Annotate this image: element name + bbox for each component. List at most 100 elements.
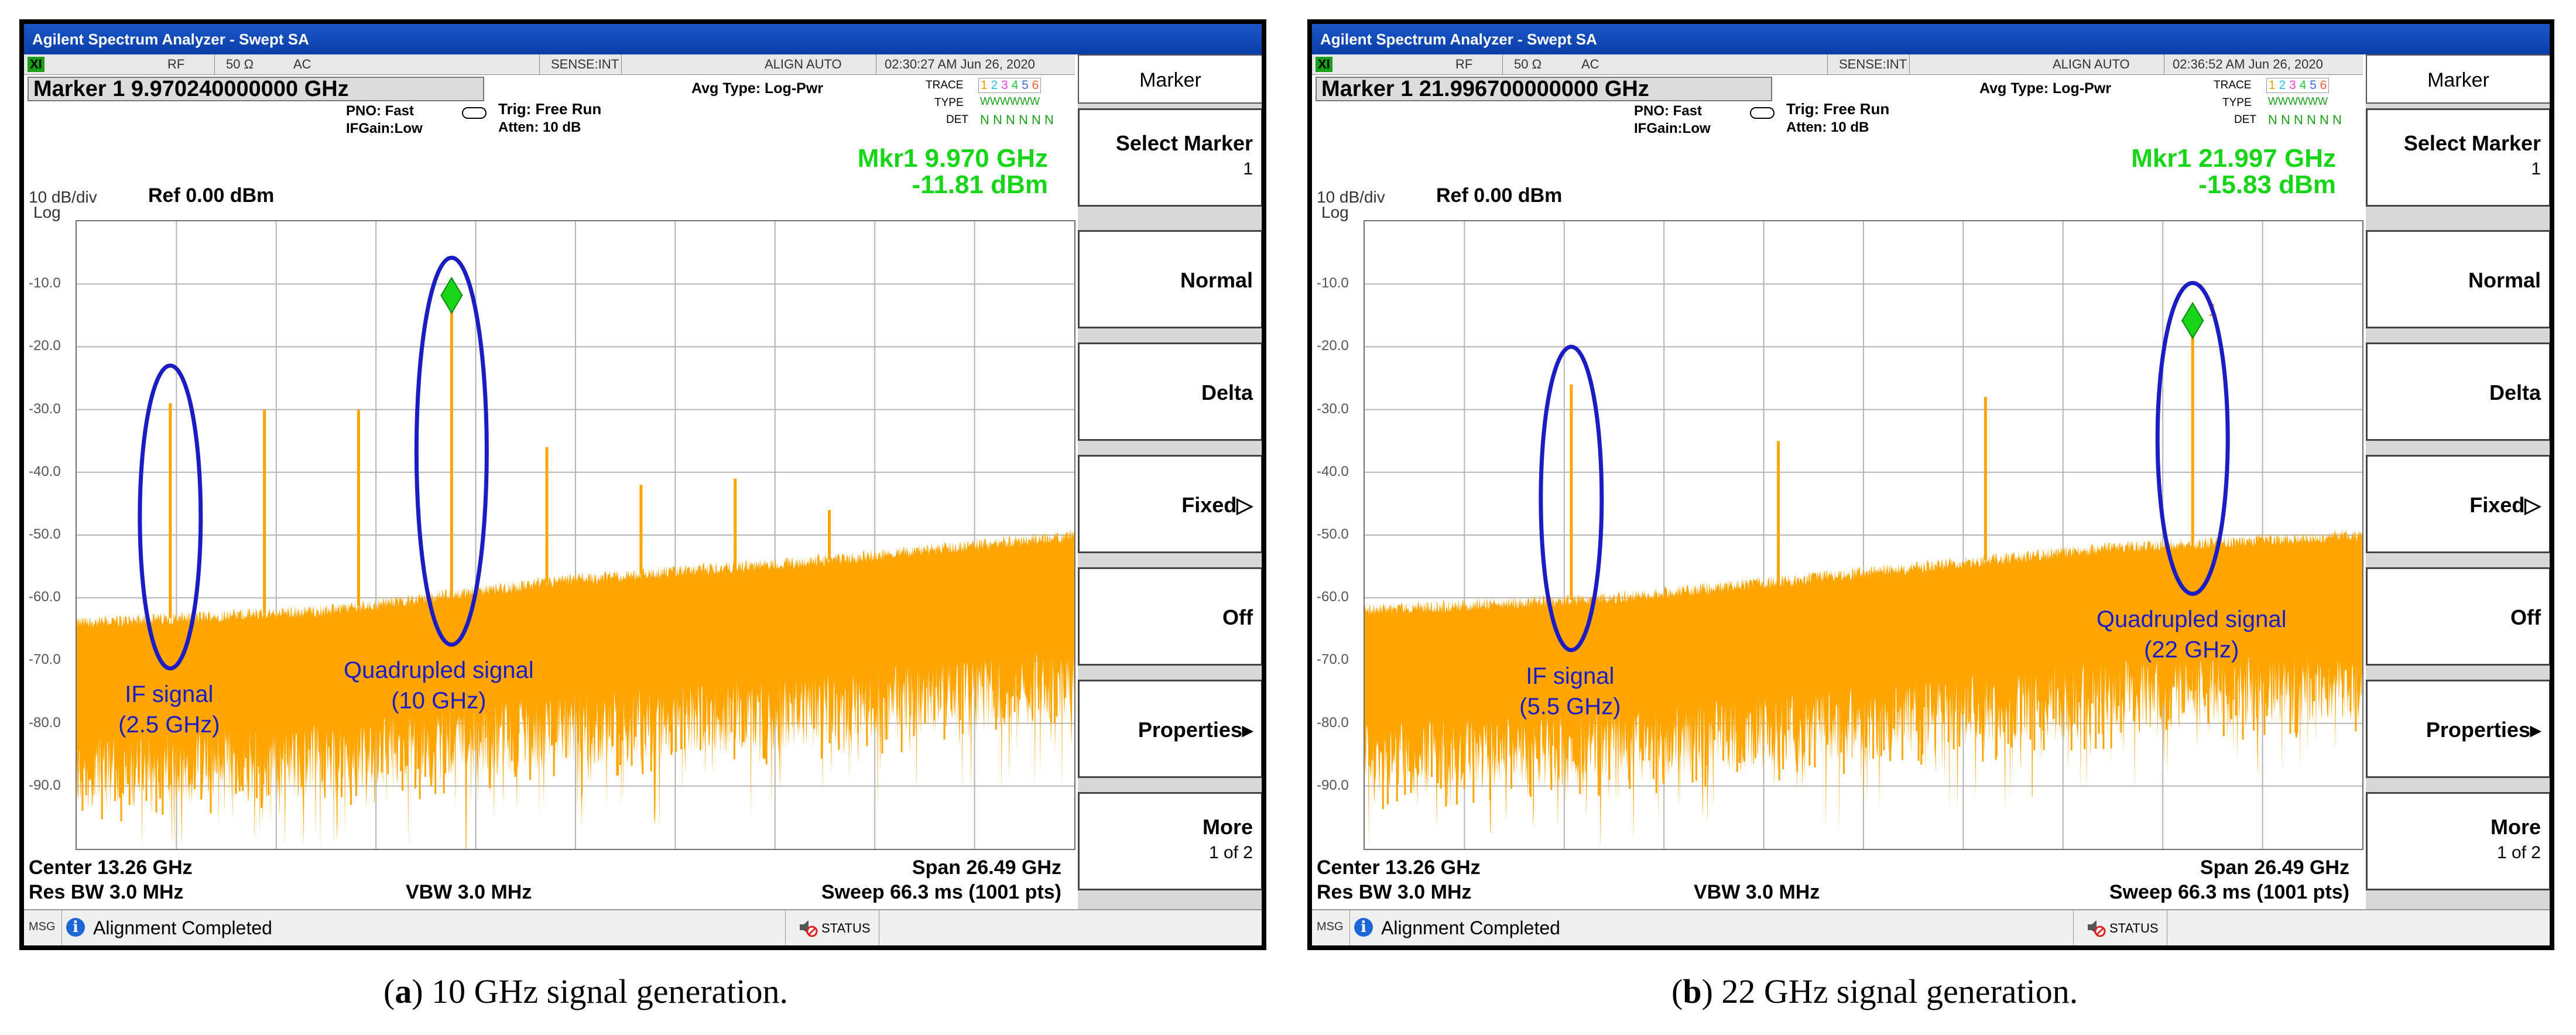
scale-div-label: 10 dB/div bbox=[1317, 188, 1385, 206]
quadrupled-signal-annotation: Quadrupled signal (22 GHz) bbox=[2074, 604, 2308, 665]
marker-frequency-field[interactable]: Marker 1 9.970240000000 GHz bbox=[28, 77, 484, 101]
if-signal-annotation: IF signal (5.5 GHz) bbox=[1453, 661, 1687, 722]
sense-label: SENSE:INT bbox=[1839, 57, 1907, 71]
pno-toggle-icon bbox=[462, 107, 487, 119]
marker-diamond-icon[interactable] bbox=[440, 276, 463, 314]
softkey-label: Delta bbox=[2489, 381, 2541, 405]
type-label: TYPE bbox=[2222, 97, 2252, 109]
datetime-label: 02:30:27 AM Jun 26, 2020 bbox=[885, 57, 1035, 71]
y-tick-label: -40.0 bbox=[1317, 463, 1349, 479]
noise-floor-area bbox=[77, 529, 1074, 849]
y-tick-label: -20.0 bbox=[29, 338, 61, 354]
impedance-label: 50 Ω bbox=[1514, 57, 1542, 71]
sweep-label: Sweep 66.3 ms (1001 pts) bbox=[2109, 881, 2349, 903]
y-tick-label: -80.0 bbox=[29, 714, 61, 731]
softkey-normal[interactable]: Normal bbox=[1078, 230, 1262, 328]
center-freq-label: Center 13.26 GHz bbox=[29, 856, 193, 879]
softkey-select-marker[interactable]: Select Marker 1 bbox=[2366, 108, 2550, 207]
marker-frequency-field[interactable]: Marker 1 21.996700000000 GHz bbox=[1316, 77, 1772, 101]
softkey-label: Fixed▷ bbox=[2469, 493, 2541, 517]
annotation-line2: (5.5 GHz) bbox=[1519, 693, 1621, 719]
y-tick-label: -20.0 bbox=[1317, 338, 1349, 354]
det-values: N N N N N N bbox=[980, 112, 1054, 127]
y-tick-label: -60.0 bbox=[29, 589, 61, 605]
align-label: ALIGN AUTO bbox=[2053, 57, 2130, 71]
log-label: Log bbox=[1321, 203, 1349, 221]
spectrum-plot[interactable] bbox=[76, 220, 1075, 850]
softkey-off[interactable]: Off bbox=[2366, 567, 2550, 666]
ref-level-label: Ref 0.00 dBm bbox=[148, 184, 275, 207]
trig-label: Trig: Free Run bbox=[498, 100, 602, 118]
pno-label: PNO: Fast bbox=[346, 103, 415, 119]
quadrupled-signal-annotation: Quadrupled signal (10 GHz) bbox=[321, 655, 556, 716]
softkey-sublabel: 1 bbox=[2531, 159, 2541, 179]
figure-caption: (b) 22 GHz signal generation. bbox=[1671, 972, 2078, 1010]
status-text: STATUS bbox=[821, 921, 871, 935]
info-icon: i bbox=[1354, 918, 1373, 937]
type-label: TYPE bbox=[934, 97, 964, 109]
caption-text: 22 GHz signal generation. bbox=[1712, 972, 2078, 1010]
pno-label: PNO: Fast bbox=[1634, 103, 1703, 119]
speaker-muted-icon[interactable] bbox=[2086, 917, 2106, 937]
coupling-label: AC bbox=[293, 57, 311, 71]
spectrum-plot[interactable]: 1 bbox=[1364, 220, 2363, 850]
rf-label: RF bbox=[167, 57, 185, 71]
y-tick-label: -70.0 bbox=[29, 652, 61, 668]
info-icon: i bbox=[66, 918, 85, 937]
softkey-label: More bbox=[2490, 815, 2541, 839]
annotation-line2: (22 GHz) bbox=[2144, 637, 2239, 663]
caption-text: 10 GHz signal generation. bbox=[423, 972, 788, 1010]
softkey-off[interactable]: Off bbox=[1078, 567, 1262, 666]
datetime-label: 02:36:52 AM Jun 26, 2020 bbox=[2173, 57, 2323, 71]
softkey-fixed[interactable]: Fixed▷ bbox=[1078, 455, 1262, 553]
message-bar: MSG i Alignment Completed STATUS bbox=[24, 909, 1262, 945]
xi-badge: XI bbox=[1316, 57, 1332, 72]
scale-div-label: 10 dB/div bbox=[29, 188, 97, 206]
status-line: XI RF 50 Ω AC SENSE:INT ALIGN AUTO 02:36… bbox=[1312, 54, 2363, 75]
message-text: Alignment Completed bbox=[93, 917, 272, 938]
xi-badge: XI bbox=[28, 57, 44, 72]
speaker-muted-icon[interactable] bbox=[798, 917, 818, 937]
softkey-label: Properties▸ bbox=[1138, 718, 1253, 742]
softkey-fixed[interactable]: Fixed▷ bbox=[2366, 455, 2550, 553]
det-values: N N N N N N bbox=[2268, 112, 2342, 127]
status-line: XI RF 50 Ω AC SENSE:INT ALIGN AUTO 02:30… bbox=[24, 54, 1075, 75]
softkey-properties[interactable]: Properties▸ bbox=[1078, 680, 1262, 778]
sense-label: SENSE:INT bbox=[551, 57, 619, 71]
softkey-more[interactable]: More 1 of 2 bbox=[1078, 792, 1262, 890]
marker-diamond-icon[interactable] bbox=[2181, 301, 2204, 340]
caption-letter: a bbox=[395, 972, 412, 1010]
softkey-menu: Marker Select Marker 1 Normal Delta Fixed▷ Of… bbox=[1078, 54, 1262, 909]
softkey-normal[interactable]: Normal bbox=[2366, 230, 2550, 328]
type-values: WWWWWW bbox=[2268, 95, 2328, 107]
atten-label: Atten: 10 dB bbox=[1786, 119, 1869, 135]
softkey-label: Select Marker bbox=[1115, 131, 1253, 155]
trace-label: TRACE bbox=[926, 79, 964, 91]
y-tick-label: -90.0 bbox=[1317, 777, 1349, 793]
softkey-delta[interactable]: Delta bbox=[2366, 342, 2550, 441]
softkey-label: Delta bbox=[1201, 381, 1253, 405]
msg-label: MSG bbox=[29, 920, 56, 933]
annotation-line1: Quadrupled signal bbox=[2096, 606, 2287, 633]
y-tick-label: -60.0 bbox=[1317, 589, 1349, 605]
annotation-line2: (2.5 GHz) bbox=[118, 711, 220, 738]
y-tick-label: -40.0 bbox=[29, 463, 61, 479]
quadrupled-signal-ellipse bbox=[414, 255, 489, 647]
figure-caption: (a) 10 GHz signal generation. bbox=[383, 972, 788, 1010]
softkey-delta[interactable]: Delta bbox=[1078, 342, 1262, 441]
pno-toggle-icon bbox=[1750, 107, 1775, 119]
det-label: DET bbox=[2234, 114, 2256, 126]
y-tick-label: -90.0 bbox=[29, 777, 61, 793]
softkey-menu-title: Marker bbox=[1078, 54, 1262, 104]
softkey-select-marker[interactable]: Select Marker 1 bbox=[1078, 108, 1262, 207]
window-title: Agilent Spectrum Analyzer - Swept SA bbox=[1312, 24, 2550, 54]
annotation-line1: IF signal bbox=[125, 681, 214, 707]
coupling-label: AC bbox=[1581, 57, 1599, 71]
softkey-properties[interactable]: Properties▸ bbox=[2366, 680, 2550, 778]
trig-label: Trig: Free Run bbox=[1786, 100, 1890, 118]
avg-type-label: Avg Type: Log-Pwr bbox=[691, 80, 823, 97]
type-values: WWWWWW bbox=[980, 95, 1040, 107]
quadrupled-signal-ellipse bbox=[2155, 280, 2230, 596]
softkey-more[interactable]: More 1 of 2 bbox=[2366, 792, 2550, 890]
ifgain-label: IFGain:Low bbox=[346, 121, 423, 136]
